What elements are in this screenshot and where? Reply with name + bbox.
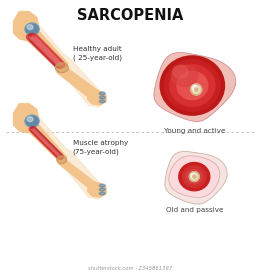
Polygon shape	[87, 90, 106, 105]
Text: Muscle atrophy
(75-year-old): Muscle atrophy (75-year-old)	[73, 140, 128, 155]
Polygon shape	[13, 103, 39, 133]
Ellipse shape	[191, 84, 202, 95]
Ellipse shape	[99, 100, 105, 103]
Ellipse shape	[159, 55, 225, 116]
Polygon shape	[57, 64, 102, 101]
Text: Young and active: Young and active	[164, 128, 225, 134]
Ellipse shape	[176, 71, 209, 101]
Ellipse shape	[171, 65, 198, 86]
Ellipse shape	[179, 162, 210, 191]
Polygon shape	[15, 13, 104, 107]
Ellipse shape	[173, 66, 188, 78]
Ellipse shape	[57, 156, 67, 164]
Ellipse shape	[99, 92, 105, 95]
Text: Old and passive: Old and passive	[166, 207, 223, 213]
Polygon shape	[26, 123, 66, 163]
Ellipse shape	[186, 169, 202, 184]
Ellipse shape	[55, 63, 68, 73]
Ellipse shape	[25, 115, 39, 127]
Polygon shape	[24, 31, 68, 72]
Polygon shape	[87, 182, 106, 197]
Text: shutterstock.com · 2345861397: shutterstock.com · 2345861397	[88, 266, 172, 271]
Ellipse shape	[99, 188, 105, 191]
Text: SARCOPENIA: SARCOPENIA	[77, 8, 183, 23]
Ellipse shape	[99, 192, 105, 195]
Ellipse shape	[191, 173, 196, 178]
Polygon shape	[58, 157, 101, 192]
Ellipse shape	[27, 117, 33, 122]
Ellipse shape	[183, 166, 206, 187]
Polygon shape	[165, 151, 227, 204]
Text: Healthy adult
( 25-year-old): Healthy adult ( 25-year-old)	[73, 46, 122, 61]
Polygon shape	[169, 156, 220, 197]
Polygon shape	[154, 53, 236, 122]
Ellipse shape	[192, 85, 197, 90]
Ellipse shape	[189, 172, 199, 182]
Polygon shape	[13, 11, 39, 41]
Ellipse shape	[169, 64, 216, 107]
Ellipse shape	[195, 88, 198, 91]
Ellipse shape	[25, 23, 39, 35]
Ellipse shape	[99, 96, 105, 99]
Ellipse shape	[27, 25, 33, 30]
Ellipse shape	[99, 184, 105, 187]
Ellipse shape	[164, 59, 221, 112]
Polygon shape	[15, 105, 104, 199]
Ellipse shape	[193, 175, 196, 178]
